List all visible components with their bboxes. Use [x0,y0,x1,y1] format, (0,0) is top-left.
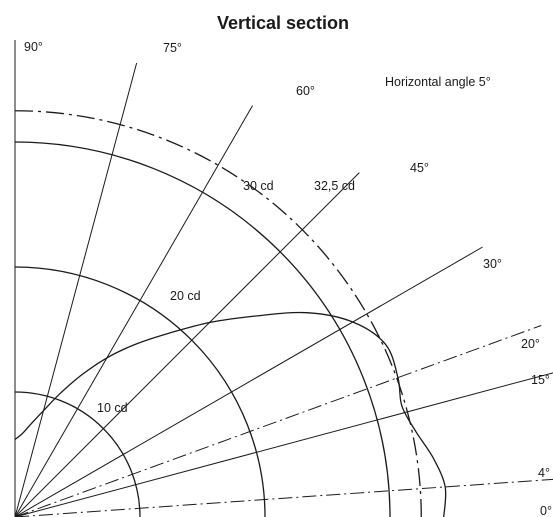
angle-label-60: 60° [296,84,315,98]
angle-labels: 0° 4° 15° 20° 30° 45° 60° 75° 90° [24,40,552,517]
angle-label-0: 0° [540,504,552,517]
ring-label-10: 10 cd [97,401,128,415]
angle-label-15: 15° [531,373,550,387]
angle-label-30: 30° [483,257,502,271]
angle-label-20: 20° [521,337,540,351]
angle-label-75: 75° [163,41,182,55]
ray-30-deg [14,246,483,517]
angle-rays [14,62,553,517]
angle-label-4: 4° [538,466,550,480]
angle-label-45: 45° [410,161,429,175]
ring-label-20: 20 cd [170,289,201,303]
ray-15-deg [14,372,553,517]
horizontal-angle-note: Horizontal angle 5° [385,75,491,89]
ring-label-30: 30 cd [243,179,274,193]
ring-label-32-5: 32,5 cd [314,179,355,193]
ray-75-deg [14,62,138,517]
angle-label-90: 90° [24,40,43,54]
ring-labels: 10 cd 20 cd 30 cd 32,5 cd [97,179,355,415]
ray-20-deg [14,324,542,517]
ray-45-deg [14,172,360,517]
ray-60-deg [14,105,253,517]
intensity-curve [14,311,447,517]
ray-4-deg [14,478,553,517]
diagram-title: Vertical section [217,13,349,33]
